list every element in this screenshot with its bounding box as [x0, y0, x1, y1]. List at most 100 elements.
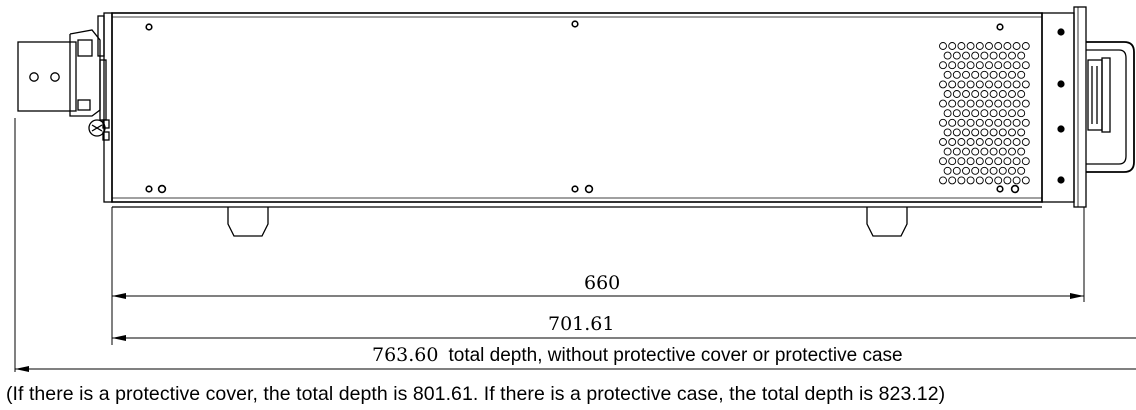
vent-hole: [985, 99, 993, 108]
vent-hole: [1012, 157, 1021, 166]
vent-hole: [971, 90, 980, 98]
vent-hole: [939, 138, 947, 146]
vent-hole: [1008, 128, 1016, 137]
vent-hole: [966, 61, 975, 70]
vent-hole: [957, 99, 966, 108]
vent-hole: [998, 147, 1007, 156]
vent-hole: [948, 157, 957, 166]
vent-hole: [962, 166, 970, 175]
vent-hole: [948, 176, 957, 185]
front-frame: [1073, 6, 1087, 208]
rear-bracket: [17, 41, 77, 112]
dimension-660-label: 660: [584, 272, 621, 294]
vent-hole: [985, 118, 993, 127]
vent-hole: [989, 128, 998, 137]
vent-hole: [1003, 157, 1012, 166]
vent-hole: [952, 166, 961, 175]
vent-hole: [962, 51, 970, 60]
vent-hole: [975, 42, 984, 50]
vent-hole: [948, 138, 957, 146]
vent-hole: [952, 147, 961, 156]
vent-hole: [943, 51, 952, 60]
vent-hole: [966, 99, 975, 108]
vent-hole: [1021, 99, 1030, 108]
vent-hole: [966, 118, 975, 127]
vent-hole: [1008, 166, 1016, 175]
vent-hole: [962, 147, 970, 156]
vent-hole: [989, 51, 998, 60]
vent-hole: [943, 109, 952, 118]
vent-hole: [980, 109, 989, 118]
vent-hole: [994, 176, 1003, 185]
vent-hole: [1012, 176, 1021, 185]
vent-hole: [1021, 80, 1030, 89]
chassis-body: [111, 12, 1043, 203]
vent-hole: [1012, 138, 1021, 146]
vent-hole: [966, 42, 975, 50]
vent-hole: [1003, 42, 1012, 50]
vent-hole: [971, 51, 980, 60]
vent-hole: [975, 138, 984, 146]
foot-left: [227, 207, 269, 237]
vent-hole: [975, 157, 984, 166]
vent-hole: [975, 99, 984, 108]
vent-hole: [1017, 128, 1026, 137]
vent-hole: [948, 99, 957, 108]
vent-hole: [1012, 80, 1021, 89]
vent-hole: [989, 90, 998, 98]
vent-hole: [1003, 80, 1012, 89]
vent-hole: [1017, 51, 1026, 60]
vent-hole: [998, 90, 1007, 98]
vent-hole: [975, 61, 984, 70]
vent-hole: [1012, 61, 1021, 70]
vent-hole: [948, 118, 957, 127]
vent-hole: [989, 70, 998, 79]
vent-hole: [980, 70, 989, 79]
vent-hole: [989, 147, 998, 156]
vent-hole: [1008, 51, 1016, 60]
vent-hole: [994, 118, 1003, 127]
vent-hole: [998, 51, 1007, 60]
vent-hole: [994, 99, 1003, 108]
vent-hole: [939, 118, 947, 127]
vent-hole: [1008, 70, 1016, 79]
vent-hole: [985, 138, 993, 146]
ground-screw-icon: [88, 119, 106, 137]
vent-hole: [966, 176, 975, 185]
vent-hole: [943, 147, 952, 156]
vent-hole: [1008, 147, 1016, 156]
vent-hole: [985, 80, 993, 89]
vent-hole: [1017, 147, 1026, 156]
vent-hole: [1012, 118, 1021, 127]
vent-hole: [980, 166, 989, 175]
vent-hole: [952, 128, 961, 137]
vent-hole: [952, 109, 961, 118]
vent-hole: [952, 90, 961, 98]
vent-hole: [962, 109, 970, 118]
vent-hole: [948, 42, 957, 50]
vent-hole: [1003, 176, 1012, 185]
vent-hole: [971, 147, 980, 156]
vent-hole: [957, 80, 966, 89]
vent-hole: [994, 80, 1003, 89]
vent-hole: [1021, 176, 1030, 185]
vent-hole: [994, 157, 1003, 166]
vent-hole: [998, 109, 1007, 118]
vent-hole: [962, 70, 970, 79]
vent-hole: [994, 61, 1003, 70]
front-handle: [1086, 41, 1135, 173]
vent-hole: [939, 80, 947, 89]
vent-hole: [1017, 90, 1026, 98]
vent-hole: [952, 70, 961, 79]
vent-hole: [975, 176, 984, 185]
vent-hole: [948, 61, 957, 70]
vent-hole: [975, 118, 984, 127]
vent-hole: [957, 138, 966, 146]
vent-hole: [957, 42, 966, 50]
dimension-701-label: 701.61: [548, 313, 615, 335]
vent-hole: [943, 90, 952, 98]
vent-hole: [985, 42, 993, 50]
vent-hole: [994, 138, 1003, 146]
total-depth-description: total depth, without protective cover or…: [448, 345, 903, 366]
vent-hole: [962, 90, 970, 98]
